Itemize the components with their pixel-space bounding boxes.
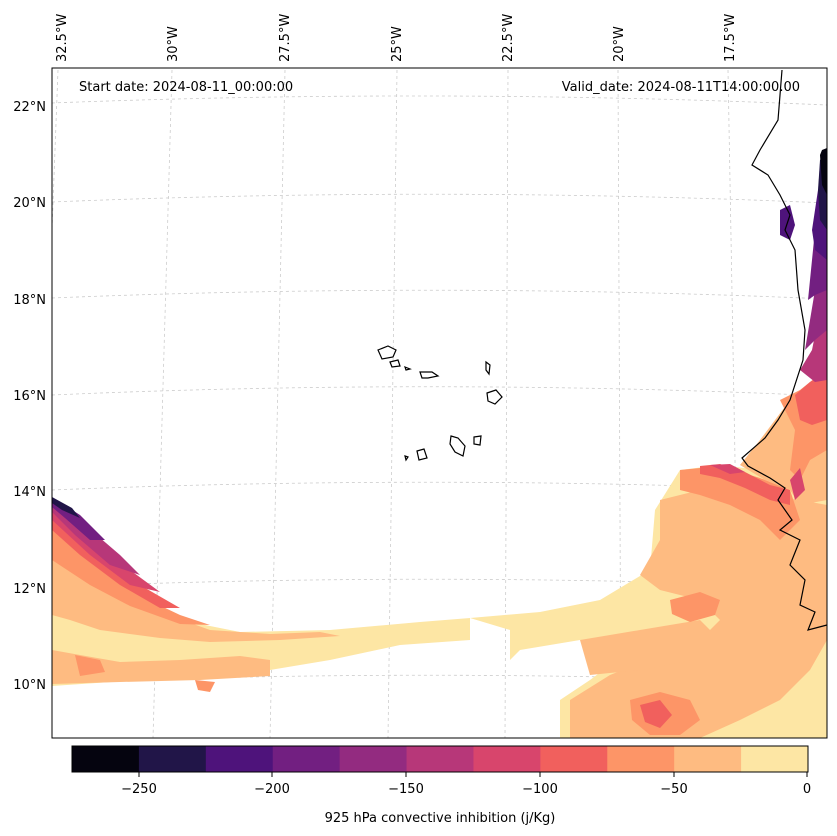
lat-line-12 — [51, 578, 828, 589]
cape-verde-islands — [377, 345, 503, 462]
colorbar-tick-label: −200 — [254, 782, 290, 797]
lon-label: 30°W — [166, 26, 181, 62]
island-brava — [404, 455, 409, 462]
cin-coast-red — [790, 468, 805, 500]
colorbar-bin — [540, 746, 608, 772]
island-fogo — [416, 448, 428, 461]
colorbar-bin — [406, 746, 474, 772]
cin-red-east — [710, 464, 745, 474]
cin-mid-east — [680, 466, 800, 540]
island-santo-antao — [377, 345, 397, 360]
lat-label: 12°N — [13, 582, 46, 597]
island-sao-vicente — [389, 359, 401, 368]
colorbar-tick-label: −250 — [121, 782, 157, 797]
cin-light-band-lower — [52, 650, 270, 684]
lat-line-16 — [51, 386, 828, 397]
cin-mid-patch2 — [195, 680, 215, 692]
lon-label: 20°W — [612, 26, 627, 62]
colorbar-bin — [205, 746, 274, 772]
colorbar-bin — [72, 746, 140, 772]
colorbar-bin — [473, 746, 541, 772]
map-frame — [51, 67, 828, 739]
cin-mid-patch — [75, 655, 105, 676]
lat-label: 16°N — [13, 389, 46, 404]
lon-label: 22.5°W — [501, 14, 516, 62]
cin-mid-band — [52, 520, 210, 625]
colorbar-bin — [607, 746, 675, 772]
valid-date-annotation: Valid_date: 2024-08-11T14:00:00.00 — [562, 80, 800, 95]
lat-line-22 — [51, 95, 828, 106]
island-boa-vista — [486, 389, 503, 405]
lon-label: 17.5°W — [723, 14, 738, 62]
lat-label: 10°N — [13, 678, 46, 693]
colorbar-tick-label: −100 — [522, 782, 558, 797]
cin-mid-east-2 — [670, 592, 720, 622]
colorbar-frame — [71, 745, 809, 773]
cin-coast-black — [820, 148, 827, 195]
lon-label: 32.5°W — [55, 14, 70, 62]
cin-light-east-2 — [580, 620, 720, 675]
cin-contours-coast — [740, 148, 827, 505]
lat-line-20 — [51, 193, 828, 204]
lat-line-18 — [51, 289, 828, 300]
cin-dark-band — [52, 497, 80, 518]
island-santiago — [449, 435, 466, 457]
cin-light-east — [570, 490, 827, 738]
colorbar-tick-label: −50 — [660, 782, 687, 797]
cin-contours-southeast — [470, 455, 827, 738]
africa-coastline — [741, 69, 828, 631]
colorbar-tick-labels: −250 −200 −150 −100 −50 0 — [121, 782, 811, 797]
coastline — [741, 69, 828, 631]
start-date-annotation: Start date: 2024-08-11_00:00:00 — [79, 80, 293, 95]
colorbar-bin — [138, 746, 207, 772]
colorbar-bin — [339, 746, 408, 772]
island-santa-luzia — [404, 365, 412, 371]
lat-label: 14°N — [13, 485, 46, 500]
colorbar-ticks — [138, 772, 808, 777]
lon-label: 25°W — [390, 26, 405, 62]
lon-line-32.5 — [51, 69, 59, 231]
island-maio — [473, 435, 482, 446]
cin-contours-southwest — [52, 497, 470, 692]
colorbar-bin — [741, 746, 809, 772]
island-sao-nicolau — [419, 371, 440, 379]
colorbar-bin — [674, 746, 742, 772]
colorbar-tick-label: −150 — [388, 782, 424, 797]
cin-strong-east — [700, 464, 790, 505]
longitude-labels: 32.5°W 30°W 27.5°W 25°W 22.5°W 20°W 17.5… — [55, 14, 738, 62]
cin-light-band-upper — [52, 540, 340, 642]
lon-label: 27.5°W — [278, 14, 293, 62]
lat-label: 20°N — [13, 196, 46, 211]
cin-strong-east-2 — [640, 700, 672, 728]
colorbar-tick-label: 0 — [803, 782, 811, 797]
latitude-labels: 22°N 20°N 18°N 16°N 14°N 12°N 10°N — [13, 100, 46, 693]
colorbar-title: 925 hPa convective inhibition (j/Kg) — [325, 811, 556, 826]
lat-label: 22°N — [13, 100, 46, 115]
lat-label: 18°N — [13, 293, 46, 308]
cin-coast-strong — [795, 372, 827, 425]
colorbar-bin — [272, 746, 341, 772]
colorbar — [72, 746, 809, 772]
island-sal — [485, 360, 491, 376]
lat-line-14 — [51, 481, 828, 492]
